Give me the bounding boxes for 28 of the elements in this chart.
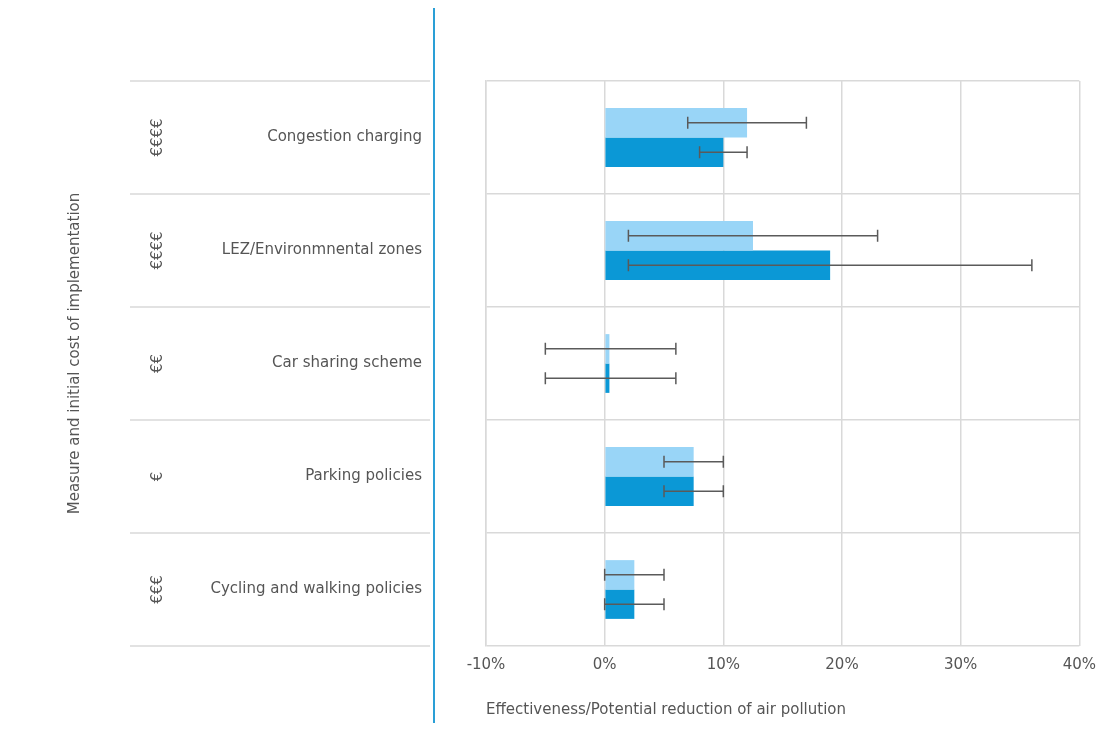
y-tick-label: Cycling and walking policies	[210, 579, 423, 598]
bar	[605, 108, 748, 138]
x-tick-label: -10%	[466, 654, 506, 673]
bar	[605, 250, 831, 280]
text: €€€	[147, 575, 166, 604]
bar	[605, 363, 610, 393]
y-tick-label: Parking policies	[305, 466, 423, 485]
text: €€€€	[147, 231, 166, 270]
bar	[605, 137, 724, 167]
text: €€	[147, 353, 166, 374]
y-tick-label: LEZ/Environmnental zones	[221, 240, 423, 259]
bar	[605, 334, 610, 364]
x-tick-label: 0%	[592, 654, 617, 673]
text: €	[147, 471, 166, 482]
bar	[605, 447, 694, 477]
y-tick-label: Congestion charging	[267, 127, 422, 146]
bar	[605, 476, 694, 506]
text: €€€€	[147, 118, 166, 157]
bar	[605, 589, 635, 619]
x-tick-label: 20%	[825, 654, 859, 673]
x-tick-label: 10%	[706, 654, 740, 673]
bar	[605, 560, 635, 590]
y-tick-label: Car sharing scheme	[272, 353, 422, 372]
bar	[605, 221, 753, 251]
x-axis-title: Effectiveness/Potential reduction of air pollution	[486, 699, 846, 718]
text: Measure and initial cost of implementation	[64, 192, 83, 515]
x-tick-label: 30%	[943, 654, 978, 673]
x-tick-label: 40%	[1062, 654, 1096, 673]
